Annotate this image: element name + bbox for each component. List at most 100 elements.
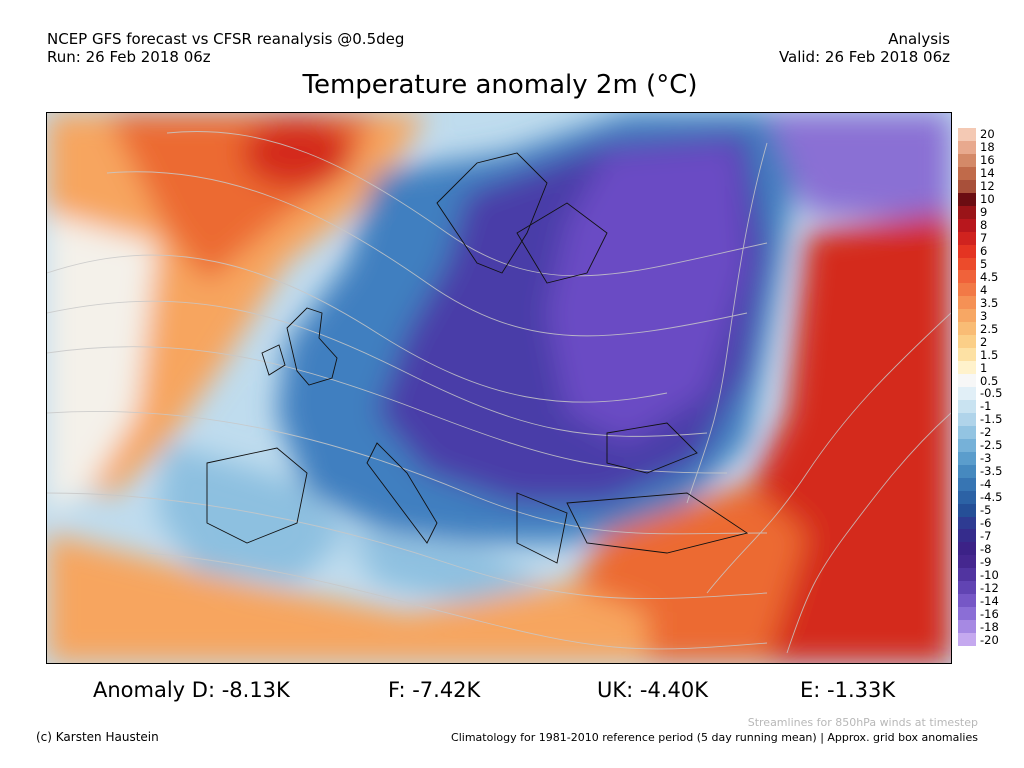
colorbar-swatch	[958, 438, 976, 453]
colorbar-label: -2	[980, 425, 992, 440]
colorbar-label: 5	[980, 256, 988, 271]
colorbar-label: -12	[980, 580, 999, 595]
stat-france: F: -7.42K	[388, 678, 481, 702]
stat-uk: UK: -4.40K	[597, 678, 708, 702]
colorbar-swatch	[958, 555, 976, 569]
streamlines-note: Streamlines for 850hPa winds at timestep	[747, 716, 978, 729]
colorbar-label: -4	[980, 477, 992, 492]
colorbar-label: -7	[980, 528, 992, 543]
colorbar-swatch	[958, 451, 976, 466]
coast-ireland	[261, 344, 286, 376]
stat-spain: E: -1.33K	[800, 678, 896, 702]
colorbar-swatch	[958, 425, 976, 440]
streamline-3	[47, 346, 728, 474]
region-west-neutral	[47, 213, 157, 513]
streamlines	[47, 131, 951, 654]
colorbar-label: -3	[980, 451, 992, 466]
colorbar-label: 2	[980, 334, 988, 349]
colorbar-swatch	[958, 503, 976, 517]
colorbar-swatch	[958, 529, 976, 543]
anomaly-map	[46, 112, 952, 664]
colorbar-swatch	[958, 270, 976, 284]
colorbar-swatch	[958, 568, 976, 582]
analysis-label: Analysis	[888, 30, 950, 48]
colorbar-label: -10	[980, 567, 999, 582]
colorbar-swatch	[958, 516, 976, 530]
coast-iberia	[206, 447, 308, 544]
credit: (c) Karsten Haustein	[36, 730, 159, 744]
colorbar-label: 4.5	[980, 269, 999, 284]
colorbar-label: -3.5	[980, 464, 1003, 479]
colorbar-label: -18	[980, 619, 999, 634]
colorbar-swatch	[958, 477, 976, 492]
colorbar-label: -0.5	[980, 386, 1003, 401]
colorbar-swatch	[958, 620, 976, 634]
colorbar-label: 6	[980, 244, 988, 259]
colorbar-swatch	[958, 322, 976, 336]
colorbar-swatch	[958, 257, 976, 271]
colorbar-swatch	[958, 166, 976, 181]
colorbar-label: 12	[980, 179, 995, 194]
coast-greece	[516, 492, 568, 564]
colorbar-label: 20	[980, 127, 995, 142]
colorbar-swatch	[958, 283, 976, 297]
colorbar-label: 10	[980, 192, 995, 207]
colorbar-label: -1	[980, 399, 992, 414]
colorbar-swatch	[958, 179, 976, 194]
colorbar-label: -20	[980, 632, 999, 647]
colorbar-label: 3	[980, 308, 988, 323]
colorbar-swatch	[958, 387, 976, 401]
coast-italy	[366, 442, 438, 544]
region-russia-extreme	[547, 143, 747, 443]
coast-great-britain	[286, 307, 338, 386]
colorbar-label: -16	[980, 606, 999, 621]
colorbar-swatch	[958, 464, 976, 479]
colorbar-swatch	[958, 633, 976, 647]
coast-turkey	[566, 492, 749, 554]
region-atlantic-warm	[47, 113, 427, 493]
streamline-6	[47, 411, 768, 535]
colorbar-label: 3.5	[980, 295, 999, 310]
region-iberia-cool	[157, 443, 347, 583]
colorbar-label: -9	[980, 554, 992, 569]
colorbar-label: 1	[980, 360, 988, 375]
colorbar-swatch	[958, 542, 976, 556]
streamline-8	[146, 552, 768, 650]
streamline-2	[47, 300, 708, 437]
colorbar-swatch	[958, 231, 976, 246]
colorbar-label: 4	[980, 282, 988, 297]
colorbar-label: 16	[980, 153, 995, 168]
region-iceland-hot	[242, 118, 352, 188]
colorbar-label: 18	[980, 140, 995, 155]
colorbar-swatch	[958, 581, 976, 595]
header-left: NCEP GFS forecast vs CFSR reanalysis @0.…	[47, 30, 404, 66]
colorbar-swatch	[958, 244, 976, 258]
colorbar-label: -5	[980, 503, 992, 518]
coast-black-sea	[606, 422, 698, 474]
streamline-5	[166, 131, 768, 277]
colorbar-label: 2.5	[980, 321, 999, 336]
streamline-9	[706, 312, 951, 594]
colorbar-label: 9	[980, 205, 988, 220]
streamline-1	[47, 254, 668, 403]
colorbar-swatch	[958, 128, 976, 142]
colorbar-label: 7	[980, 231, 988, 246]
colorbar-swatch	[958, 296, 976, 310]
colorbar-label: 0.5	[980, 373, 999, 388]
streamline-10	[786, 412, 951, 654]
colorbar-swatch	[958, 348, 976, 362]
streamline-4	[106, 171, 748, 337]
region-med-cool	[347, 533, 547, 603]
colorbar-label: -2.5	[980, 438, 1003, 453]
colorbar-swatch	[958, 374, 976, 388]
header-right: Analysis Valid: 26 Feb 2018 06z	[779, 30, 950, 66]
colorbar-label: -8	[980, 541, 992, 556]
region-arctic-cold	[767, 113, 951, 223]
region-africa-warm	[47, 533, 647, 663]
model-description: NCEP GFS forecast vs CFSR reanalysis @0.…	[47, 30, 405, 48]
page-title: Temperature anomaly 2m (°C)	[302, 70, 698, 100]
streamline-7	[47, 492, 768, 599]
colorbar-swatch	[958, 594, 976, 608]
colorbar-swatch	[958, 607, 976, 621]
map-svg	[47, 113, 951, 663]
